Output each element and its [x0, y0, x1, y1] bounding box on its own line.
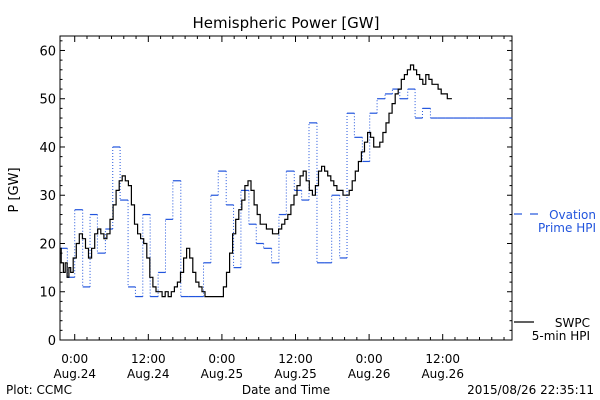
x-tick-date-label: Aug.25	[201, 367, 244, 381]
plot-frame	[59, 35, 513, 341]
x-tick-time-label: 12:00	[425, 352, 460, 366]
x-tick-time-label: 0:00	[208, 352, 235, 366]
x-tick-date-label: Aug.25	[274, 367, 317, 381]
y-tick-label: 40	[39, 141, 56, 156]
legend-swpc-label: 5-min HPI	[532, 329, 590, 343]
y-tick-label: 20	[39, 237, 56, 252]
x-axis-label: Date and Time	[242, 383, 330, 397]
y-axis-label: P [GW]	[7, 167, 22, 212]
x-axis: 0:00Aug.2412:00Aug.240:00Aug.2512:00Aug.…	[53, 36, 505, 381]
x-tick-date-label: Aug.26	[348, 367, 391, 381]
series-layer	[60, 64, 512, 298]
swpc-line	[60, 64, 452, 298]
series-swpc-5min-hpi	[60, 64, 452, 298]
y-axis: 0 10 20 30 40 50 60	[39, 40, 512, 349]
chart-title: Hemispheric Power [GW]	[193, 14, 380, 32]
y-tick-label: 30	[39, 189, 56, 204]
legend-ovation-label: Prime HPI	[538, 221, 596, 235]
y-tick-label: 10	[39, 286, 56, 301]
x-tick-date-label: Aug.24	[53, 367, 96, 381]
x-tick-time-label: 0:00	[61, 352, 88, 366]
x-tick-time-label: 0:00	[356, 352, 383, 366]
y-tick-label: 0	[48, 334, 56, 349]
legend-swpc-label: SWPC	[555, 316, 590, 330]
legend-ovation-label: Ovation	[549, 208, 596, 222]
y-tick-label: 50	[39, 93, 56, 108]
x-tick-time-label: 12:00	[278, 352, 313, 366]
x-tick-date-label: Aug.24	[127, 367, 170, 381]
x-tick-date-label: Aug.26	[421, 367, 464, 381]
x-tick-time-label: 12:00	[131, 352, 166, 366]
y-tick-label: 60	[39, 44, 56, 59]
plot-credit: Plot: CCMC	[6, 383, 72, 397]
plot-timestamp: 2015/08/26 22:35:11	[467, 383, 594, 397]
